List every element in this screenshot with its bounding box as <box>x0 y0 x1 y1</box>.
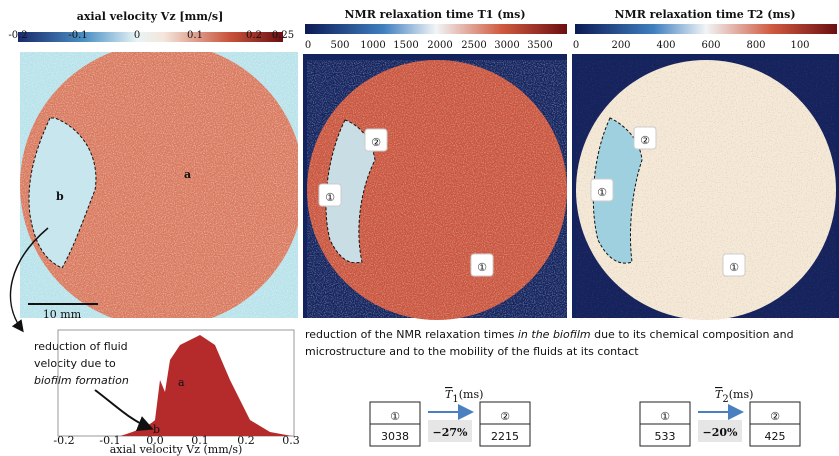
marker: ① <box>597 186 607 199</box>
colorbar <box>575 24 837 34</box>
tick-label: 0 <box>305 40 311 51</box>
scale-label: 10 mm <box>43 308 82 321</box>
table-marker: ② <box>500 410 510 423</box>
caption-part: reduction of the NMR relaxation times <box>305 328 518 341</box>
table-heading: T2(ms) <box>715 388 753 405</box>
table-marker: ② <box>770 410 780 423</box>
unit: (ms) <box>729 388 754 401</box>
tick-label: 3000 <box>494 40 519 51</box>
colorbar-title: axial velocity Vz [mm/s] <box>77 10 224 23</box>
note-line: biofilm formation <box>34 374 129 387</box>
table-value: 2215 <box>491 430 519 443</box>
marker: ① <box>729 261 739 274</box>
marker: ② <box>640 134 650 147</box>
x-label: axial velocity Vz (mm/s) <box>110 443 243 456</box>
tick-label: 200 <box>611 40 630 51</box>
tick-label: 1500 <box>393 40 418 51</box>
tick-label: 0.3 <box>282 434 300 447</box>
tick-label: 100 <box>790 40 809 51</box>
marker: ① <box>325 191 335 204</box>
tick-label: 500 <box>330 40 349 51</box>
tick-label: -0.2 <box>53 434 74 447</box>
unit: (ms) <box>459 388 484 401</box>
note-line: velocity due to <box>34 357 116 370</box>
caption-part: due to its chemical composition and <box>591 328 794 341</box>
tick-label: 600 <box>701 40 720 51</box>
colorbar <box>305 24 567 34</box>
change: −20% <box>703 426 739 439</box>
tick-label: 0.1 <box>187 30 203 41</box>
colorbar-title: NMR relaxation time T2 (ms) <box>614 8 795 21</box>
caption: microstructure and to the mobility of th… <box>305 345 639 358</box>
label: a <box>178 376 185 389</box>
tick-label: 0 <box>573 40 579 51</box>
table-marker: ① <box>390 410 400 423</box>
colorbar <box>18 32 283 42</box>
tick-label: -0.1 <box>68 30 87 41</box>
tick-label: 1000 <box>360 40 385 51</box>
tick-label: 800 <box>746 40 765 51</box>
marker: ② <box>371 136 381 149</box>
colorbar-title: NMR relaxation time T1 (ms) <box>344 8 525 21</box>
tick-label: 0 <box>134 30 140 41</box>
table-value: 425 <box>765 430 786 443</box>
change: −27% <box>433 426 469 439</box>
caption-part: in the biofilm <box>518 328 591 341</box>
tick-label: 2500 <box>461 40 486 51</box>
tick-label: 3500 <box>527 40 552 51</box>
table-heading: T1(ms) <box>445 388 483 405</box>
label: a <box>184 168 191 181</box>
note-line: reduction of fluid <box>34 340 128 353</box>
marker: ① <box>477 261 487 274</box>
label: b <box>56 190 64 203</box>
tick-label: 0.2 <box>246 30 262 41</box>
tick-label: 0.25 <box>272 30 294 41</box>
tick-label: -0.2 <box>8 30 27 41</box>
table-marker: ① <box>660 410 670 423</box>
tick-label: 2000 <box>427 40 452 51</box>
tick-label: 400 <box>656 40 675 51</box>
table-value: 533 <box>655 430 676 443</box>
caption: reduction of the NMR relaxation times in… <box>305 328 794 341</box>
figure: axial velocity Vz [mm/s] -0.2 -0.1 0 0.1 0.2… <box>0 0 839 456</box>
table-value: 3038 <box>381 430 409 443</box>
